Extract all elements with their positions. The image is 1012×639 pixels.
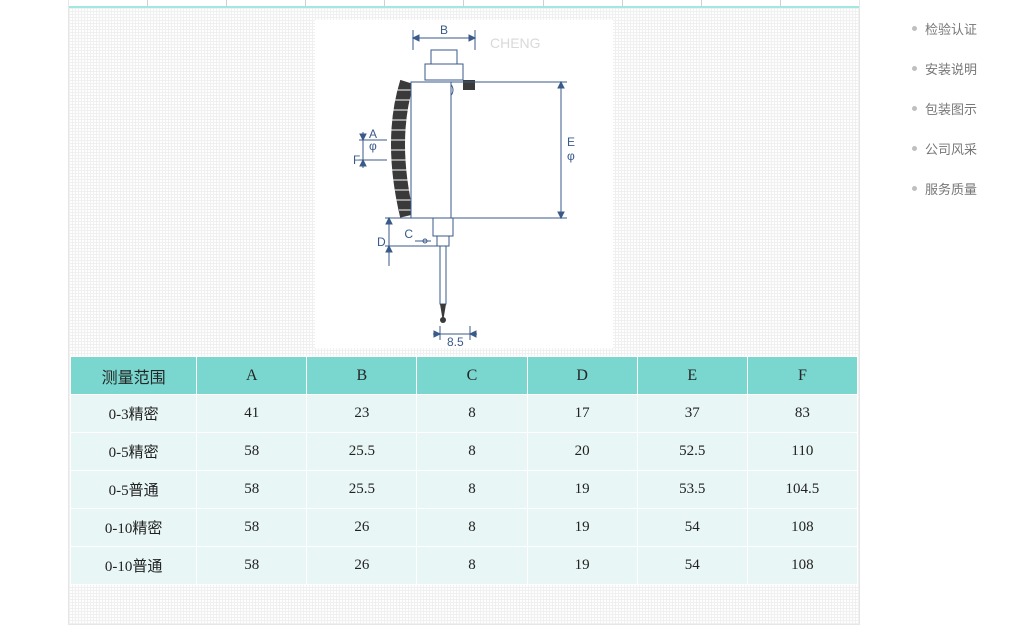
sidebar-item[interactable]: 检验认证 (912, 8, 1008, 48)
table-cell: 110 (747, 433, 857, 471)
bullet-icon (912, 106, 917, 111)
table-header: D (527, 357, 637, 395)
table-header-row: 测量范围 A B C D E F (71, 357, 858, 395)
table-cell: 25.5 (307, 433, 417, 471)
table-row-label: 0-5普通 (71, 471, 197, 509)
table-cell: 20 (527, 433, 637, 471)
top-tab-strip (69, 0, 859, 8)
table-cell: 26 (307, 509, 417, 547)
table-cell: 8 (417, 395, 527, 433)
diagram-label-c: C (404, 227, 413, 241)
bullet-icon (912, 146, 917, 151)
sidebar-item-label: 公司风采 (925, 139, 977, 158)
table-cell: 37 (637, 395, 747, 433)
table-cell: 58 (197, 547, 307, 585)
table-cell: 54 (637, 509, 747, 547)
table-cell: 8 (417, 509, 527, 547)
bullet-icon (912, 66, 917, 71)
sidebar-item[interactable]: 公司风采 (912, 128, 1008, 168)
table-cell: 25.5 (307, 471, 417, 509)
table-header: C (417, 357, 527, 395)
table-row-label: 0-10普通 (71, 547, 197, 585)
diagram-label-phi-e: φ (567, 149, 575, 163)
table-cell: 52.5 (637, 433, 747, 471)
table-cell: 8 (417, 471, 527, 509)
bullet-icon (912, 186, 917, 191)
table-header: E (637, 357, 747, 395)
diagram-label-d: D (377, 235, 386, 249)
diagram-label-e: E (567, 135, 575, 149)
sidebar-item-label: 安装说明 (925, 59, 977, 78)
table-cell: 8 (417, 433, 527, 471)
table-row: 0-5普通5825.581953.5104.5 (71, 471, 858, 509)
sidebar-item-label: 包装图示 (925, 99, 977, 118)
table-cell: 83 (747, 395, 857, 433)
table-cell: 58 (197, 433, 307, 471)
diagram-label-f: F (353, 153, 360, 167)
table-row-label: 0-5精密 (71, 433, 197, 471)
table-row: 0-5精密5825.582052.5110 (71, 433, 858, 471)
sidebar-item-label: 检验认证 (925, 19, 977, 38)
watermark-text: CHENG (490, 35, 541, 51)
table-cell: 19 (527, 509, 637, 547)
table-header: A (197, 357, 307, 395)
table-cell: 19 (527, 547, 637, 585)
table-cell: 58 (197, 471, 307, 509)
table-row: 0-3精密41238173783 (71, 395, 858, 433)
table-cell: 53.5 (637, 471, 747, 509)
table-cell: 19 (527, 471, 637, 509)
table-row-label: 0-10精密 (71, 509, 197, 547)
spec-table: 测量范围 A B C D E F 0-3精密412381737830-5精密58… (70, 356, 858, 585)
sidebar-item[interactable]: 安装说明 (912, 48, 1008, 88)
sidebar-item-label: 服务质量 (925, 179, 977, 198)
table-cell: 54 (637, 547, 747, 585)
diagram-label-tip: 8.5 (447, 335, 464, 348)
table-row-label: 0-3精密 (71, 395, 197, 433)
diagram-label-phi-a: φ (369, 139, 377, 153)
table-cell: 108 (747, 509, 857, 547)
table-cell: 17 (527, 395, 637, 433)
table-cell: 104.5 (747, 471, 857, 509)
table-header: 测量范围 (71, 357, 197, 395)
sidebar-item[interactable]: 服务质量 (912, 168, 1008, 208)
table-cell: 26 (307, 547, 417, 585)
table-row: 0-10普通582681954108 (71, 547, 858, 585)
table-header: B (307, 357, 417, 395)
table-cell: 8 (417, 547, 527, 585)
table-cell: 41 (197, 395, 307, 433)
table-cell: 23 (307, 395, 417, 433)
sidebar-nav: 检验认证安装说明包装图示公司风采服务质量 (912, 8, 1008, 208)
diagram-label-b: B (440, 23, 448, 37)
table-cell: 58 (197, 509, 307, 547)
technical-diagram: CHENG (315, 20, 613, 348)
sidebar-item[interactable]: 包装图示 (912, 88, 1008, 128)
table-cell: 108 (747, 547, 857, 585)
table-header: F (747, 357, 857, 395)
main-content-panel: CHENG (68, 0, 860, 625)
table-row: 0-10精密582681954108 (71, 509, 858, 547)
bullet-icon (912, 26, 917, 31)
spec-table-body: 0-3精密412381737830-5精密5825.582052.51100-5… (71, 395, 858, 585)
